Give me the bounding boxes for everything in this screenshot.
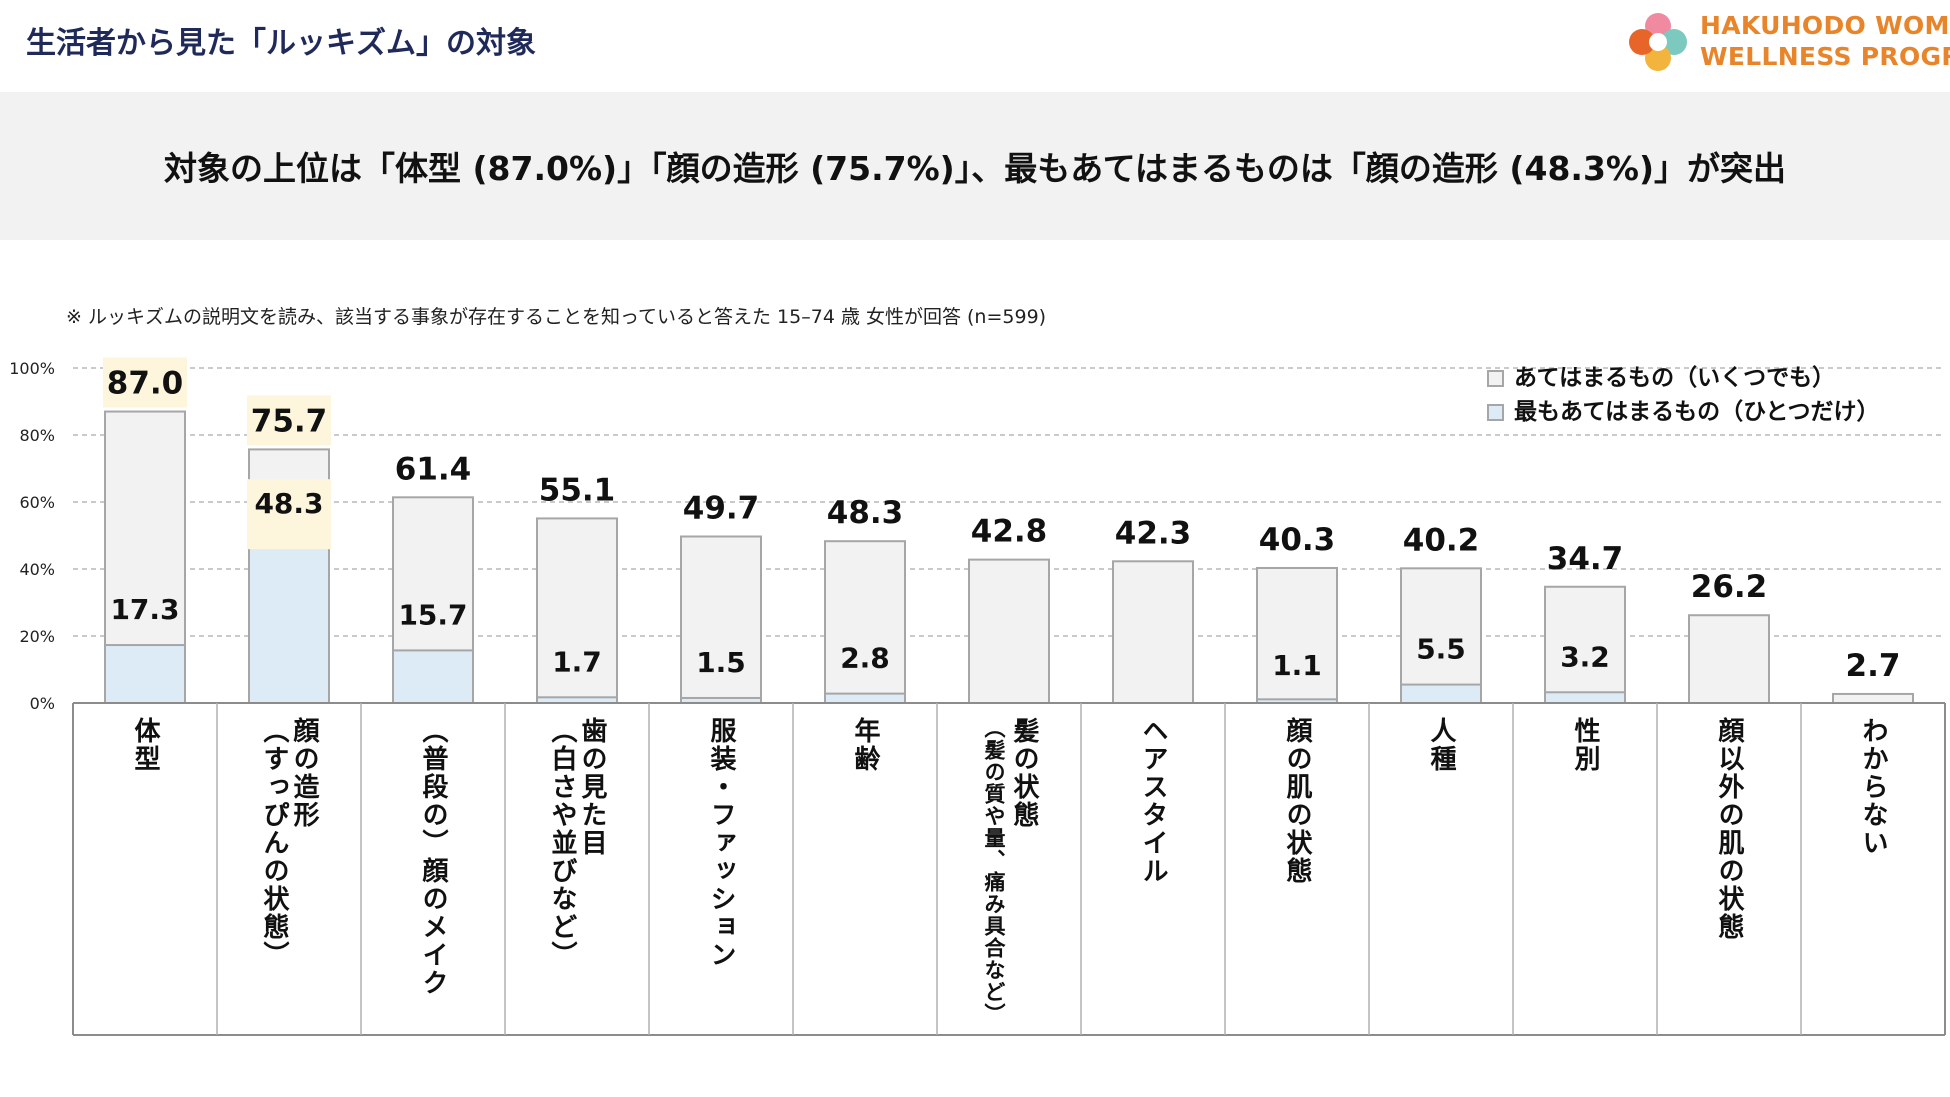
data-label-all: 2.7 bbox=[1846, 648, 1901, 684]
bar-all bbox=[1688, 614, 1770, 704]
bar-all bbox=[824, 540, 906, 704]
legend-label: あてはまるもの（いくつでも） bbox=[1514, 364, 1835, 391]
category-label: （すっぴんの状態） bbox=[259, 717, 289, 969]
y-tick-label: 100% bbox=[9, 359, 55, 378]
bar-all bbox=[536, 517, 618, 704]
y-tick-label: 20% bbox=[19, 627, 55, 646]
data-label-all: 34.7 bbox=[1547, 541, 1624, 577]
headline-banner: 対象の上位は「体型 (87.0%)」「顔の造形 (75.7%)」、最もあてはまる… bbox=[0, 92, 1950, 240]
legend-swatch bbox=[1487, 404, 1504, 421]
logo-line-2: WELLNESS PROGRAM bbox=[1700, 42, 1950, 71]
bar-all bbox=[1112, 560, 1194, 704]
data-label-all: 49.7 bbox=[683, 491, 760, 527]
category-label: 歯の見た目 bbox=[577, 717, 607, 857]
category-label: 顔の造形 bbox=[289, 717, 319, 829]
bar-most bbox=[824, 692, 906, 704]
data-label-all: 55.1 bbox=[539, 472, 616, 508]
logo-line-1: HAKUHODO WOMAN bbox=[1700, 11, 1950, 40]
y-tick-label: 80% bbox=[19, 426, 55, 445]
data-label-most: 1.1 bbox=[1272, 649, 1322, 682]
logo-flower-icon bbox=[1629, 13, 1687, 71]
data-label-most: 15.7 bbox=[398, 598, 467, 631]
category-label: わからない bbox=[1858, 717, 1888, 857]
brand-logo: HAKUHODO WOMAN WELLNESS PROGRAM bbox=[1628, 10, 1950, 80]
category-label: 人種 bbox=[1426, 717, 1456, 773]
category-label: ヘアスタイル bbox=[1138, 717, 1168, 885]
data-label-most: 1.5 bbox=[696, 646, 746, 679]
category-label: 顔の肌の状態 bbox=[1282, 717, 1312, 885]
category-label: 年齢 bbox=[850, 716, 880, 773]
data-label-most: 48.3 bbox=[254, 487, 323, 520]
label-highlight bbox=[247, 395, 331, 446]
label-highlight bbox=[103, 357, 187, 408]
data-label-all: 42.8 bbox=[971, 514, 1048, 550]
bar-all bbox=[680, 535, 762, 704]
data-label-all: 42.3 bbox=[1115, 515, 1192, 551]
y-tick-label: 60% bbox=[19, 493, 55, 512]
category-label: 髪の状態 bbox=[1009, 717, 1040, 829]
logo-text: HAKUHODO WOMAN WELLNESS PROGRAM bbox=[1700, 10, 1950, 72]
data-label-most: 2.8 bbox=[840, 642, 890, 675]
bar-most bbox=[1544, 691, 1626, 705]
survey-note: ※ ルッキズムの説明文を読み、該当する事象が存在することを知っていると答えた 1… bbox=[66, 306, 1047, 328]
data-label-most: 3.2 bbox=[1560, 640, 1610, 673]
bar-all bbox=[968, 558, 1050, 704]
data-label-all: 40.3 bbox=[1259, 522, 1336, 558]
data-label-all: 75.7 bbox=[251, 403, 328, 439]
data-label-most: 5.5 bbox=[1416, 633, 1466, 666]
bar-most bbox=[392, 649, 474, 705]
category-label: （髪の質や量、痛み具合など） bbox=[982, 717, 1007, 1025]
data-label-all: 26.2 bbox=[1691, 569, 1768, 605]
headline-text: 対象の上位は「体型 (87.0%)」「顔の造形 (75.7%)」、最もあてはまる… bbox=[163, 149, 1787, 188]
legend-swatch bbox=[1487, 370, 1504, 387]
category-label: （白さや並びなど） bbox=[547, 717, 577, 969]
data-label-most: 1.7 bbox=[552, 645, 602, 678]
y-tick-label: 0% bbox=[30, 694, 55, 713]
label-highlight bbox=[247, 479, 331, 550]
data-label-all: 61.4 bbox=[395, 451, 472, 487]
page-title: 生活者から見た「ルッキズム」の対象 bbox=[26, 26, 536, 61]
data-label-most: 17.3 bbox=[110, 593, 179, 626]
bar-all bbox=[1256, 566, 1338, 704]
category-label: 体型 bbox=[130, 717, 160, 773]
data-label-all: 87.0 bbox=[107, 366, 184, 402]
category-label: 性別 bbox=[1570, 717, 1600, 773]
category-label: （普段の）顔のメイク bbox=[418, 717, 448, 997]
bar-most bbox=[248, 540, 330, 704]
category-label: 顔以外の肌の状態 bbox=[1714, 717, 1744, 941]
category-label: 服装・ファッション bbox=[706, 717, 736, 969]
data-label-all: 40.2 bbox=[1403, 522, 1480, 558]
bar-most bbox=[104, 644, 186, 704]
data-label-all: 48.3 bbox=[827, 495, 904, 531]
y-tick-label: 40% bbox=[19, 560, 55, 579]
bar-most bbox=[1400, 683, 1482, 705]
bar-all bbox=[1832, 692, 1914, 705]
legend-label: 最もあてはまるもの（ひとつだけ） bbox=[1514, 398, 1879, 425]
